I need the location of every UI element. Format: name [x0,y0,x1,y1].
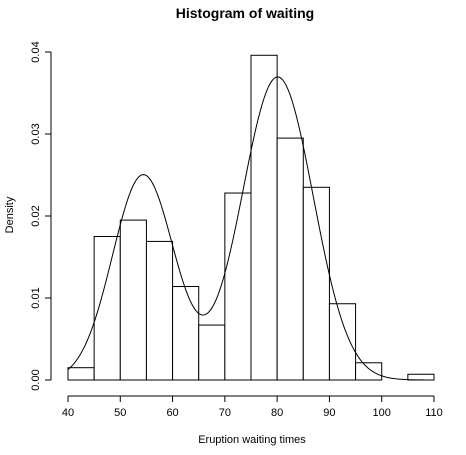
y-tick-label: 0.01 [30,287,42,308]
histogram-bar [407,373,435,381]
x-tick-label: 100 [373,407,391,419]
histogram-bars [67,54,435,381]
chart-title: Histogram of waiting [176,5,314,21]
x-tick-label: 90 [323,407,335,419]
x-tick-label: 80 [271,407,283,419]
histogram-bar [119,219,147,381]
histogram-bar [276,137,304,381]
x-tick-label: 40 [62,407,74,419]
y-axis-label: Density [4,196,16,233]
histogram-bar [302,186,330,381]
histogram-bar [145,240,174,381]
histogram-bar [355,362,383,381]
histogram-bar [250,54,278,381]
x-tick-label: 60 [166,407,178,419]
histogram-bar [172,286,200,381]
histogram-bar [328,303,357,381]
histogram-bar [67,367,95,381]
histogram-bar [224,192,252,381]
y-tick-label: 0.02 [30,205,42,226]
x-tick-label: 70 [219,407,231,419]
x-axis-label: Eruption waiting times [198,434,306,446]
x-axis: 40 50 60 70 80 90 100 110 [62,395,443,419]
x-tick-label: 50 [114,407,126,419]
y-tick-label: 0.03 [30,123,42,144]
x-tick-label: 110 [425,407,443,419]
density-curve [67,76,434,381]
y-tick-label: 0.00 [30,369,42,390]
y-axis: 0.00 0.01 0.02 0.03 0.04 [30,41,52,391]
y-tick-label: 0.04 [30,41,42,62]
histogram-bar [198,324,226,381]
